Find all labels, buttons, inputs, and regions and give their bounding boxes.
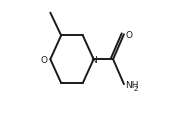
Text: N: N	[90, 55, 97, 64]
Text: 2: 2	[133, 86, 137, 92]
Text: NH: NH	[125, 80, 139, 89]
Text: O: O	[125, 31, 132, 39]
Text: O: O	[41, 55, 48, 64]
